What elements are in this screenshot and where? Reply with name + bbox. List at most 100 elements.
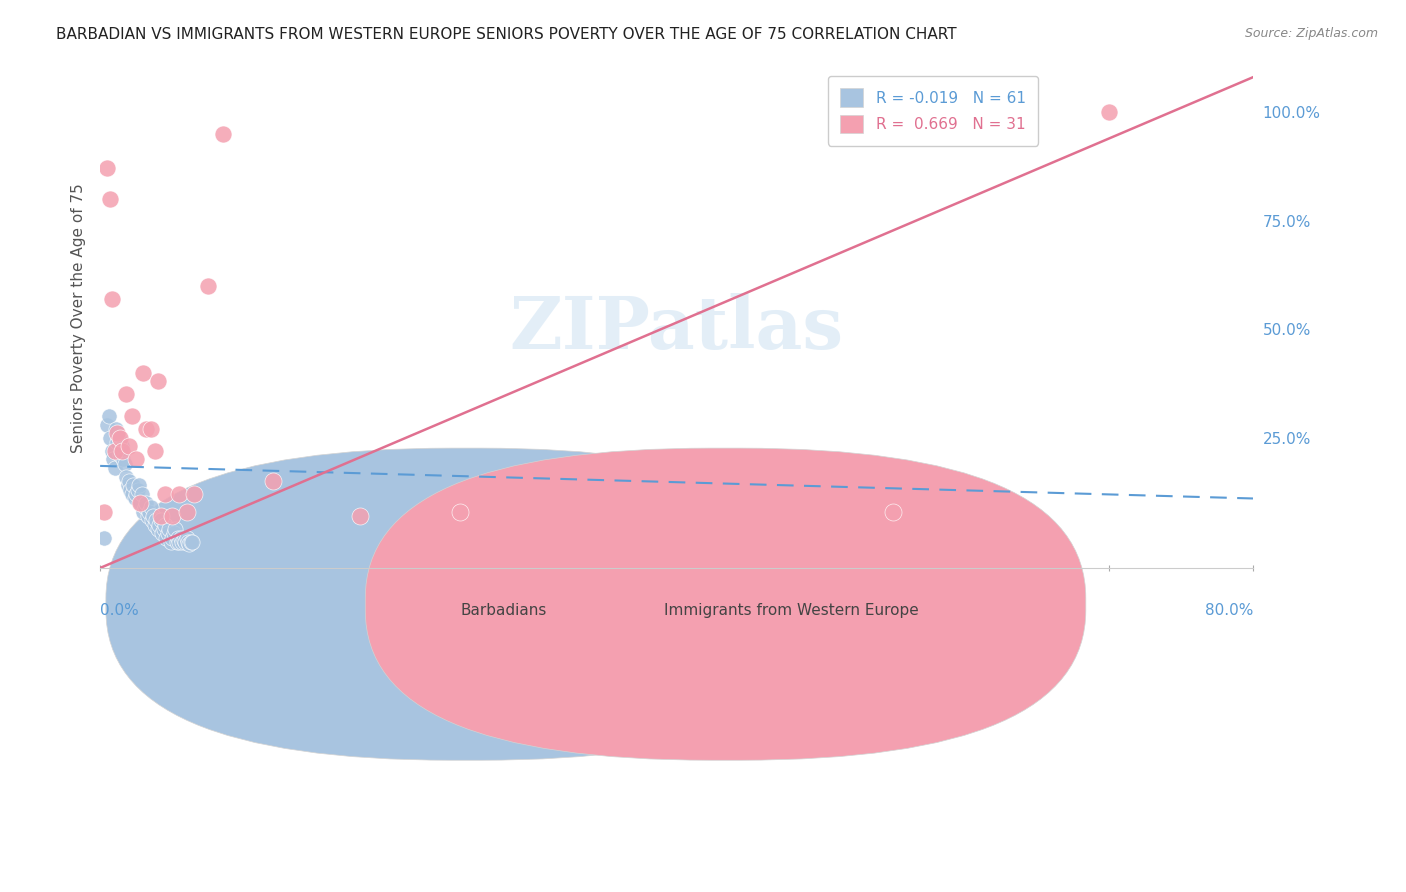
Point [100, 292, 122, 306]
Point [98, 431, 121, 445]
Point [160, 508, 183, 523]
Point [125, 452, 148, 467]
Point [180, 535, 202, 549]
Point [98, 192, 121, 206]
Point [139, 422, 162, 436]
FancyBboxPatch shape [105, 448, 827, 760]
Point [121, 487, 143, 501]
Point [118, 439, 141, 453]
Point [108, 431, 131, 445]
Point [149, 513, 172, 527]
Point [349, 508, 371, 523]
Point [148, 517, 170, 532]
Point [183, 487, 205, 501]
Point [110, 448, 132, 462]
Point [197, 278, 219, 293]
Point [97, 409, 120, 423]
Point [449, 504, 471, 518]
Point [152, 522, 174, 536]
Point [155, 531, 177, 545]
Point [100, 443, 122, 458]
Point [132, 366, 155, 380]
Point [139, 500, 162, 515]
Point [176, 531, 198, 545]
Point [115, 387, 138, 401]
Point [153, 517, 176, 532]
Point [160, 531, 183, 545]
Point [128, 478, 150, 492]
Point [1098, 105, 1121, 120]
Point [111, 439, 134, 453]
Point [115, 469, 138, 483]
Point [107, 435, 129, 450]
Point [104, 422, 127, 436]
Point [172, 535, 194, 549]
Text: ZIPatlas: ZIPatlas [509, 293, 844, 364]
Point [136, 508, 159, 523]
Point [177, 535, 200, 549]
Point [167, 531, 190, 545]
Point [146, 522, 169, 536]
Point [114, 457, 136, 471]
Point [111, 443, 134, 458]
Point [110, 431, 132, 445]
Point [124, 491, 146, 506]
Point [162, 526, 184, 541]
Point [157, 522, 180, 536]
Text: BARBADIAN VS IMMIGRANTS FROM WESTERN EUROPE SENIORS POVERTY OVER THE AGE OF 75 C: BARBADIAN VS IMMIGRANTS FROM WESTERN EUR… [56, 27, 957, 42]
Point [93, 531, 115, 545]
Point [159, 535, 181, 549]
Point [101, 452, 124, 467]
Point [118, 474, 141, 488]
Point [112, 452, 135, 467]
Point [176, 504, 198, 518]
Point [170, 531, 193, 545]
Point [121, 409, 143, 423]
Point [134, 500, 156, 515]
Point [107, 426, 129, 441]
Point [143, 443, 166, 458]
Point [174, 535, 197, 549]
Point [145, 513, 167, 527]
Point [120, 483, 142, 497]
Legend: R = -0.019   N = 61, R =  0.669   N = 31: R = -0.019 N = 61, R = 0.669 N = 31 [828, 76, 1038, 145]
Text: 0.0%: 0.0% [100, 603, 139, 618]
Point [103, 443, 125, 458]
Point [129, 496, 152, 510]
Text: 80.0%: 80.0% [1205, 603, 1253, 618]
Point [146, 374, 169, 388]
Text: Source: ZipAtlas.com: Source: ZipAtlas.com [1244, 27, 1378, 40]
Point [132, 504, 155, 518]
Point [125, 487, 148, 501]
Point [143, 517, 166, 532]
Point [93, 504, 115, 518]
Y-axis label: Seniors Poverty Over the Age of 75: Seniors Poverty Over the Age of 75 [72, 184, 86, 453]
Point [129, 496, 152, 510]
Point [181, 535, 204, 549]
Point [141, 513, 163, 527]
Point [153, 487, 176, 501]
Point [149, 508, 172, 523]
FancyBboxPatch shape [366, 448, 1085, 760]
Text: Immigrants from Western Europe: Immigrants from Western Europe [665, 603, 920, 618]
Point [169, 487, 191, 501]
Point [96, 161, 118, 176]
Point [211, 127, 233, 141]
Point [122, 478, 145, 492]
Point [262, 474, 284, 488]
Point [165, 522, 187, 536]
Point [156, 526, 179, 541]
Point [179, 537, 201, 551]
Point [96, 417, 118, 432]
Point [138, 504, 160, 518]
Point [117, 478, 139, 492]
Point [131, 487, 153, 501]
Point [169, 535, 191, 549]
Point [103, 461, 125, 475]
Point [135, 496, 157, 510]
Point [173, 533, 195, 547]
Text: Barbadians: Barbadians [460, 603, 547, 618]
Point [882, 504, 904, 518]
Point [127, 483, 149, 497]
Point [142, 508, 165, 523]
